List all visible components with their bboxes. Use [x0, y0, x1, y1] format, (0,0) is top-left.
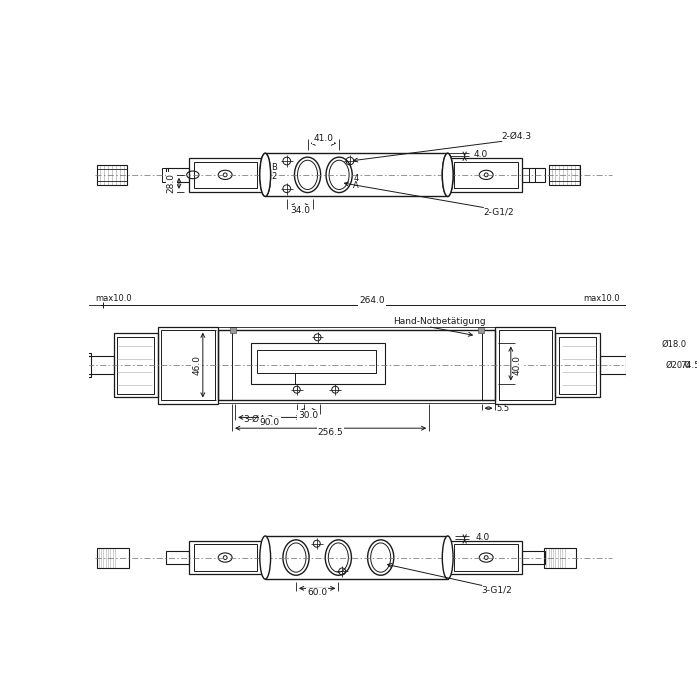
Bar	[265, 153, 447, 197]
Text: 2-Ø4.3: 2-Ø4.3	[502, 132, 532, 141]
Ellipse shape	[443, 536, 453, 579]
Bar	[477, 326, 484, 332]
Text: 41.0: 41.0	[314, 134, 333, 144]
Text: Ø20.0: Ø20.0	[666, 360, 691, 370]
Bar	[626, 353, 647, 377]
Bar	[97, 169, 128, 181]
Bar	[256, 349, 376, 372]
Bar	[549, 165, 580, 185]
Text: max10.0: max10.0	[583, 294, 620, 303]
Bar	[158, 326, 218, 403]
Bar	[218, 330, 496, 400]
Bar	[600, 356, 627, 375]
Bar	[559, 337, 597, 393]
Ellipse shape	[443, 153, 453, 197]
Text: 4: 4	[353, 174, 359, 183]
Bar	[522, 168, 546, 182]
Bar	[265, 536, 447, 579]
Bar	[194, 162, 257, 188]
Bar	[454, 545, 518, 570]
Text: 46.0: 46.0	[192, 355, 201, 375]
Bar	[161, 330, 215, 400]
Text: 256.5: 256.5	[318, 428, 344, 438]
Text: 2: 2	[272, 172, 277, 181]
Text: 3-Ø4.3: 3-Ø4.3	[243, 415, 273, 424]
Text: 74.5: 74.5	[680, 360, 697, 370]
Bar	[262, 551, 268, 564]
Bar	[450, 540, 522, 575]
Bar	[189, 158, 262, 192]
Text: Hand-Notbetätigung: Hand-Notbetätigung	[393, 317, 486, 326]
Bar	[162, 168, 168, 182]
Ellipse shape	[260, 536, 270, 579]
Bar	[189, 540, 262, 575]
Text: 28.0: 28.0	[167, 174, 176, 193]
Text: 3-G1/2: 3-G1/2	[482, 585, 512, 594]
Text: 5.5: 5.5	[496, 404, 510, 413]
Text: A: A	[353, 181, 359, 190]
Text: 4.0: 4.0	[475, 533, 490, 542]
Text: 30.0: 30.0	[298, 411, 319, 419]
Text: 2-G1/2: 2-G1/2	[483, 207, 514, 216]
Bar	[86, 356, 114, 375]
Bar	[97, 547, 129, 568]
Bar	[230, 326, 236, 332]
Bar	[549, 169, 580, 181]
Text: 90.0: 90.0	[260, 417, 280, 426]
Text: 4.0: 4.0	[474, 150, 488, 160]
Bar	[166, 551, 189, 564]
Bar	[454, 162, 518, 188]
Ellipse shape	[260, 153, 270, 197]
Bar	[544, 547, 576, 568]
Bar	[97, 165, 128, 185]
Bar	[528, 168, 535, 182]
Bar	[114, 333, 158, 398]
Text: Ø18.0: Ø18.0	[661, 340, 687, 349]
Bar	[498, 330, 553, 400]
Text: max10.0: max10.0	[95, 294, 132, 303]
Bar	[166, 168, 189, 182]
Bar	[70, 353, 91, 377]
Bar	[194, 545, 257, 570]
Bar	[522, 551, 546, 564]
Text: 40.0: 40.0	[512, 355, 521, 375]
Bar	[450, 158, 522, 192]
Text: B: B	[272, 162, 277, 172]
Bar	[556, 333, 600, 398]
Bar	[117, 337, 154, 393]
Text: 264.0: 264.0	[359, 296, 385, 305]
Text: 34.0: 34.0	[290, 206, 310, 215]
Text: 60.0: 60.0	[307, 589, 327, 598]
Bar	[496, 326, 556, 403]
Bar	[250, 344, 385, 384]
